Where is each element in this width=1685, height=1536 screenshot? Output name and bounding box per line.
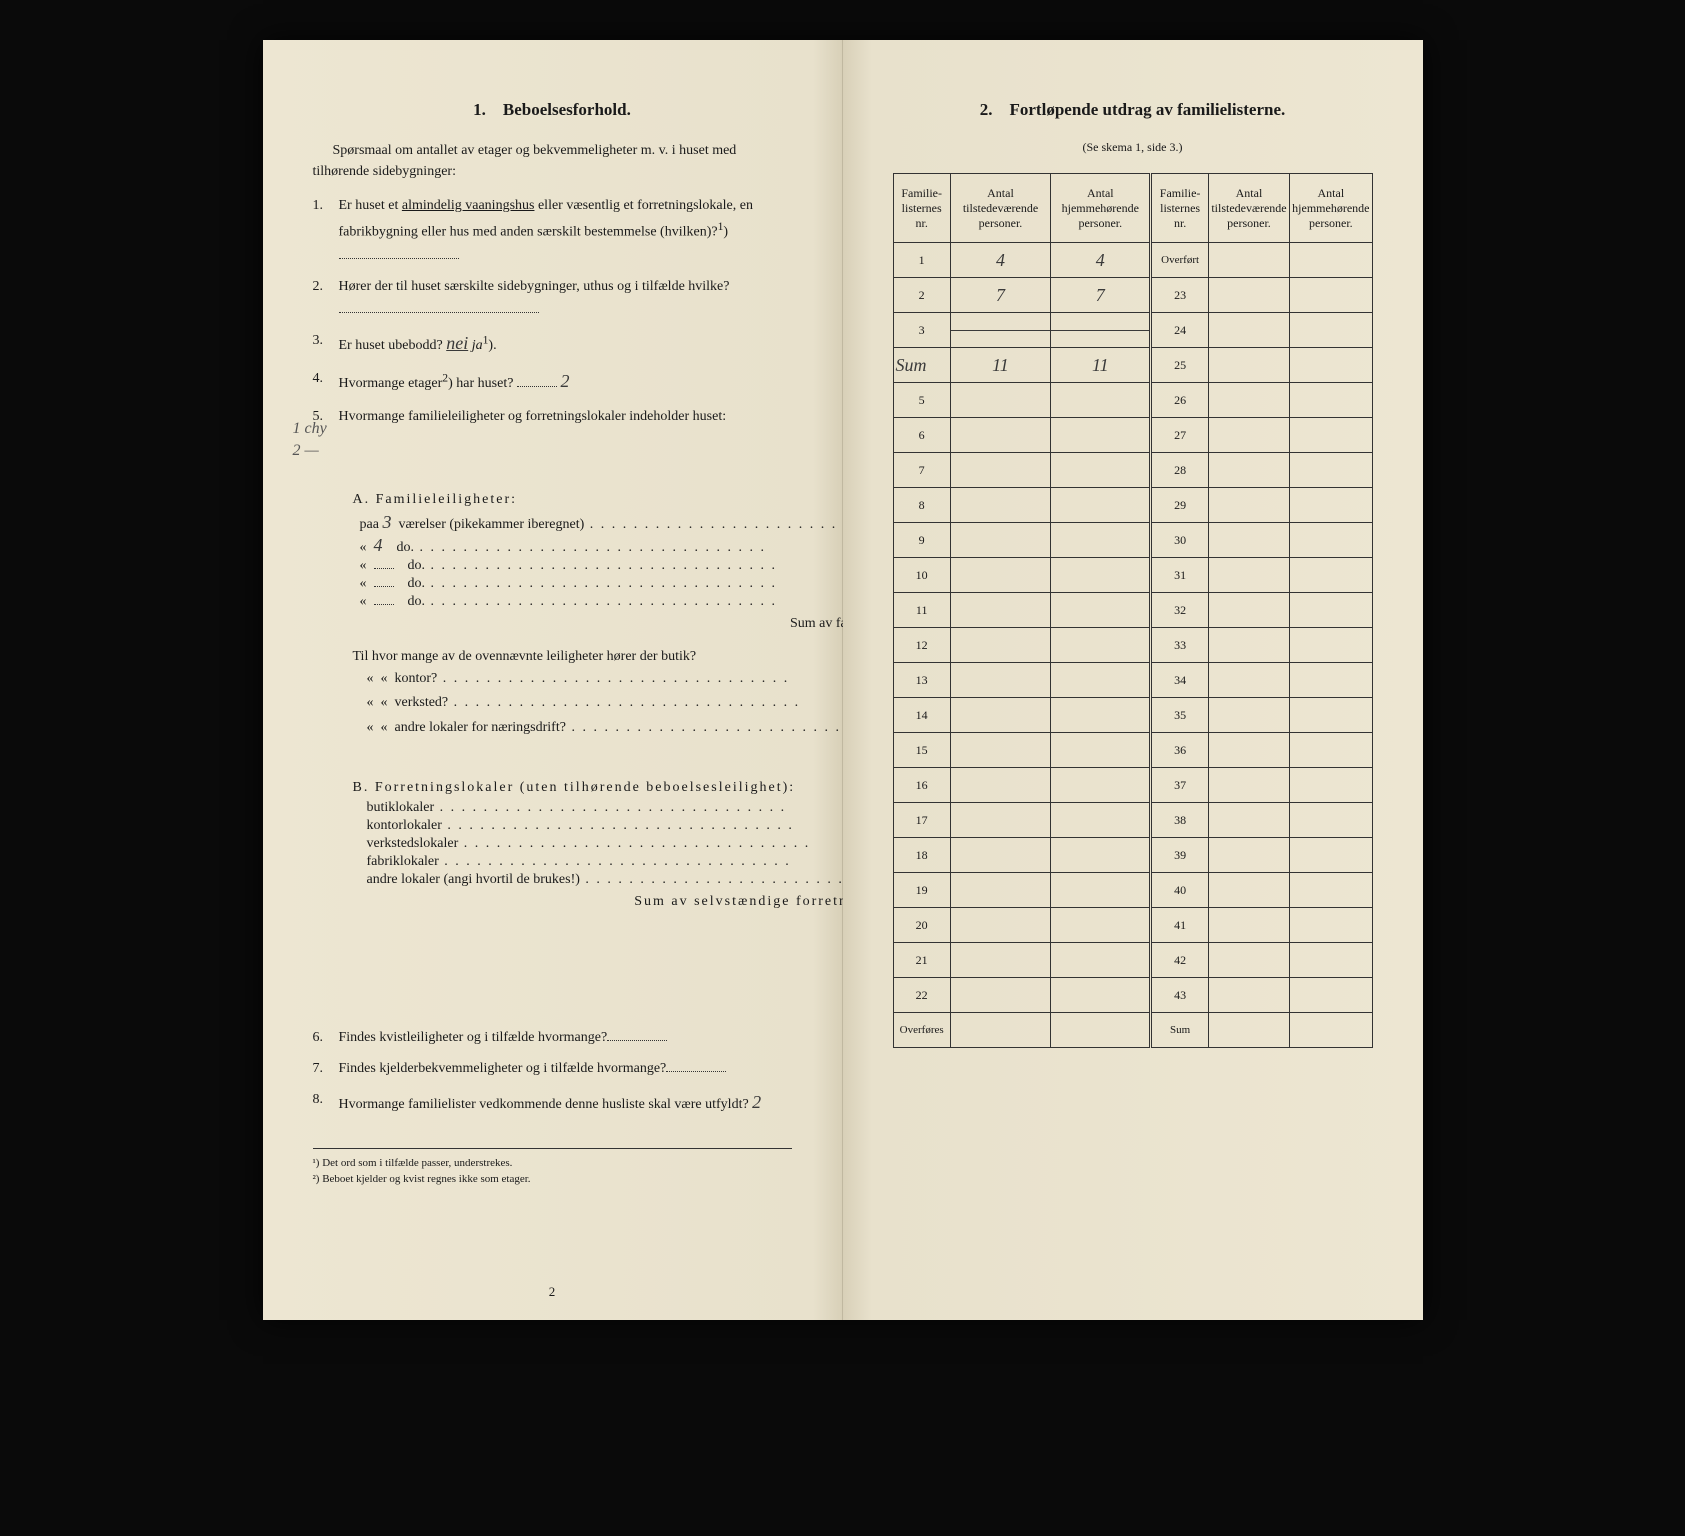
table-row: 1031: [893, 558, 1372, 593]
hand-q8: 2: [752, 1092, 761, 1112]
intro-text: Spørsmaal om antallet av etager og bekve…: [313, 140, 792, 182]
q4: 4. Hvormange etager2) har huset? 2: [339, 367, 792, 397]
section-2-title: 2. Fortløpende utdrag av familielisterne…: [893, 100, 1373, 120]
table-row: 1233: [893, 628, 1372, 663]
hand-4: 4: [374, 535, 383, 555]
table-row: Sum111125: [893, 348, 1372, 383]
table-row: 526: [893, 383, 1372, 418]
table-row: 2243: [893, 978, 1372, 1013]
table-row: 2142: [893, 943, 1372, 978]
table-row: 144Overført: [893, 243, 1372, 278]
table-row: 1536: [893, 733, 1372, 768]
section-1-title: 1. Beboelsesforhold.: [313, 100, 792, 120]
q2: 2. Hører der til huset særskilte sidebyg…: [339, 275, 792, 321]
sec-num: 1.: [473, 100, 486, 119]
table-row: 1435: [893, 698, 1372, 733]
sec-title: Beboelsesforhold.: [503, 100, 631, 119]
table-row: 1132: [893, 593, 1372, 628]
right-page: 2. Fortløpende utdrag av familielisterne…: [843, 40, 1423, 1320]
familieliste-table: Familie-listernes nr. Antal tilstedevære…: [893, 173, 1373, 1048]
table-row: 2041: [893, 908, 1372, 943]
table-row: 728: [893, 453, 1372, 488]
table-row: 1637: [893, 768, 1372, 803]
section-2-subtitle: (Se skema 1, side 3.): [893, 140, 1373, 155]
table-row-final: OverføresSum: [893, 1013, 1372, 1048]
q3: 3. Er huset ubebodd? nei ja1).: [339, 329, 792, 359]
table-row: 324: [893, 313, 1372, 348]
margin-note-2: 2 —: [293, 442, 319, 460]
left-page: 1. Beboelsesforhold. Spørsmaal om antall…: [263, 40, 843, 1320]
q5: 5. Hvormange familieleiligheter og forre…: [339, 405, 792, 428]
table-row: 1940: [893, 873, 1372, 908]
hand-3: 3: [382, 512, 391, 532]
questions-6-8: 6.Findes kvistleiligheter og i tilfælde …: [313, 1026, 792, 1118]
table-row: 1839: [893, 838, 1372, 873]
table-row: 1738: [893, 803, 1372, 838]
q1: 1. Er huset et almindelig vaaningshus el…: [339, 194, 792, 267]
question-list: 1. Er huset et almindelig vaaningshus el…: [313, 194, 792, 428]
table-row: 930: [893, 523, 1372, 558]
margin-note-1: 1 chy: [293, 420, 327, 438]
table-row: 829: [893, 488, 1372, 523]
footnotes: ¹) Det ord som i tilfælde passer, unders…: [313, 1148, 792, 1188]
table-row: 27723: [893, 278, 1372, 313]
page-number: 2: [549, 1284, 556, 1300]
table-row: 1334: [893, 663, 1372, 698]
table-row: 627: [893, 418, 1372, 453]
